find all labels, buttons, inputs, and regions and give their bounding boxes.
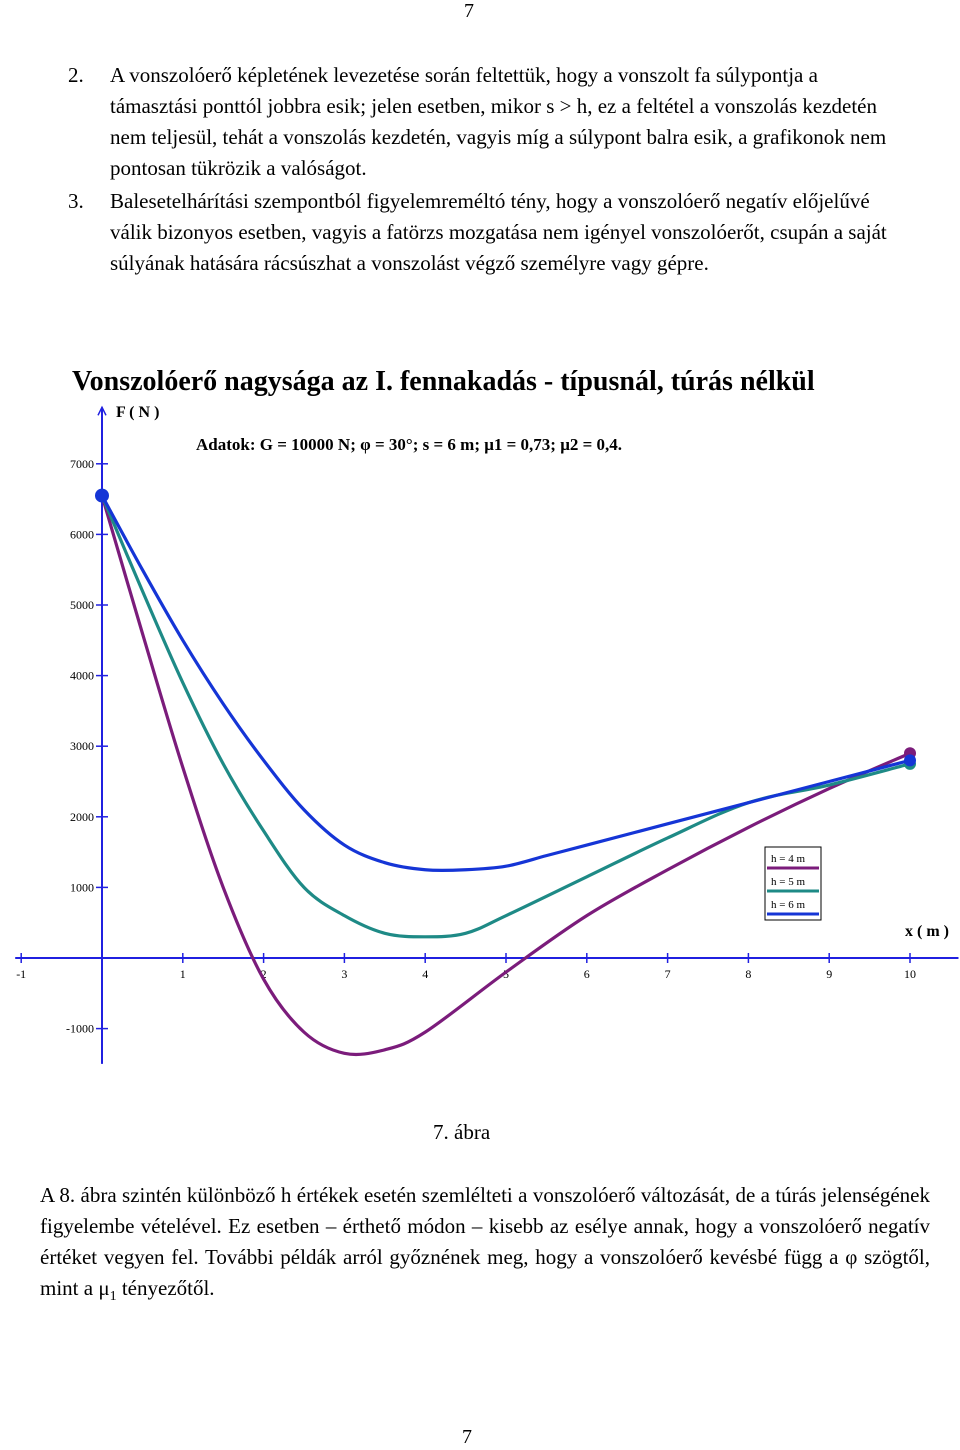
- legend-box: [764, 846, 822, 921]
- list-item: 3. Balesetelhárítási szempontból figyele…: [68, 186, 898, 279]
- list-number: 3.: [68, 189, 84, 213]
- legend-label: h = 4 m: [771, 853, 805, 865]
- x-tick-label: 1: [180, 967, 186, 981]
- y-tick-label: 5000: [70, 598, 94, 612]
- page-number-top: 7: [464, 0, 474, 22]
- x-tick-label: -1: [16, 967, 26, 981]
- y-tick-label: 2000: [70, 810, 94, 824]
- x-tick-label: 10: [904, 967, 916, 981]
- force-chart: F ( N ) Adatok: G = 10000 N; φ = 30°; s …: [15, 404, 959, 1064]
- x-tick-label: 7: [665, 967, 671, 981]
- chart-annotation: Adatok: G = 10000 N; φ = 30°; s = 6 m; μ…: [196, 435, 622, 454]
- series-line-1: [100, 495, 911, 1057]
- y-tick-label: -1000: [66, 1022, 94, 1036]
- series-end-point-3: [904, 754, 916, 767]
- list-item: 2. A vonszolóerő képletének levezetése s…: [68, 60, 898, 184]
- y-tick-label: 6000: [70, 527, 94, 541]
- y-axis-arrow: [97, 405, 107, 416]
- legend-label: h = 5 m: [771, 876, 805, 888]
- paragraph-text: A 8. ábra szintén különböző h értékek es…: [40, 1183, 930, 1300]
- series-line-2: [100, 494, 911, 939]
- y-tick-label: 4000: [70, 669, 94, 683]
- x-tick-label: 8: [745, 967, 751, 981]
- body-paragraph: A 8. ábra szintén különböző h értékek es…: [40, 1180, 930, 1312]
- x-tick-label: 6: [584, 967, 590, 981]
- list-text: A vonszolóerő képletének levezetése sorá…: [110, 63, 887, 180]
- y-tick-label: 3000: [70, 739, 94, 753]
- series-start-point: [95, 488, 109, 503]
- series-line-3: [100, 494, 911, 873]
- legend-label: h = 6 m: [771, 899, 805, 911]
- paragraph-text-end: tényezőtől.: [116, 1276, 215, 1300]
- y-axis-label: F ( N ): [116, 404, 159, 421]
- y-tick-label: 7000: [70, 457, 94, 471]
- x-tick-label: 2: [261, 967, 267, 981]
- x-tick-label: 9: [826, 967, 832, 981]
- list-number: 2.: [68, 63, 84, 87]
- chart-title: Vonszolóerő nagysága az I. fennakadás - …: [72, 366, 815, 397]
- x-tick-label: 4: [422, 967, 428, 981]
- figure-caption: 7. ábra: [433, 1120, 491, 1144]
- mu-subscript: 1: [109, 1289, 117, 1305]
- list-text: Balesetelhárítási szempontból figyelemre…: [110, 189, 887, 275]
- y-tick-label: 1000: [70, 880, 94, 894]
- page-number-bottom: 7: [462, 1426, 472, 1448]
- numbered-list: 2. A vonszolóerő képletének levezetése s…: [68, 60, 898, 279]
- x-axis-label: x ( m ): [905, 923, 949, 940]
- x-tick-label: 3: [341, 967, 347, 981]
